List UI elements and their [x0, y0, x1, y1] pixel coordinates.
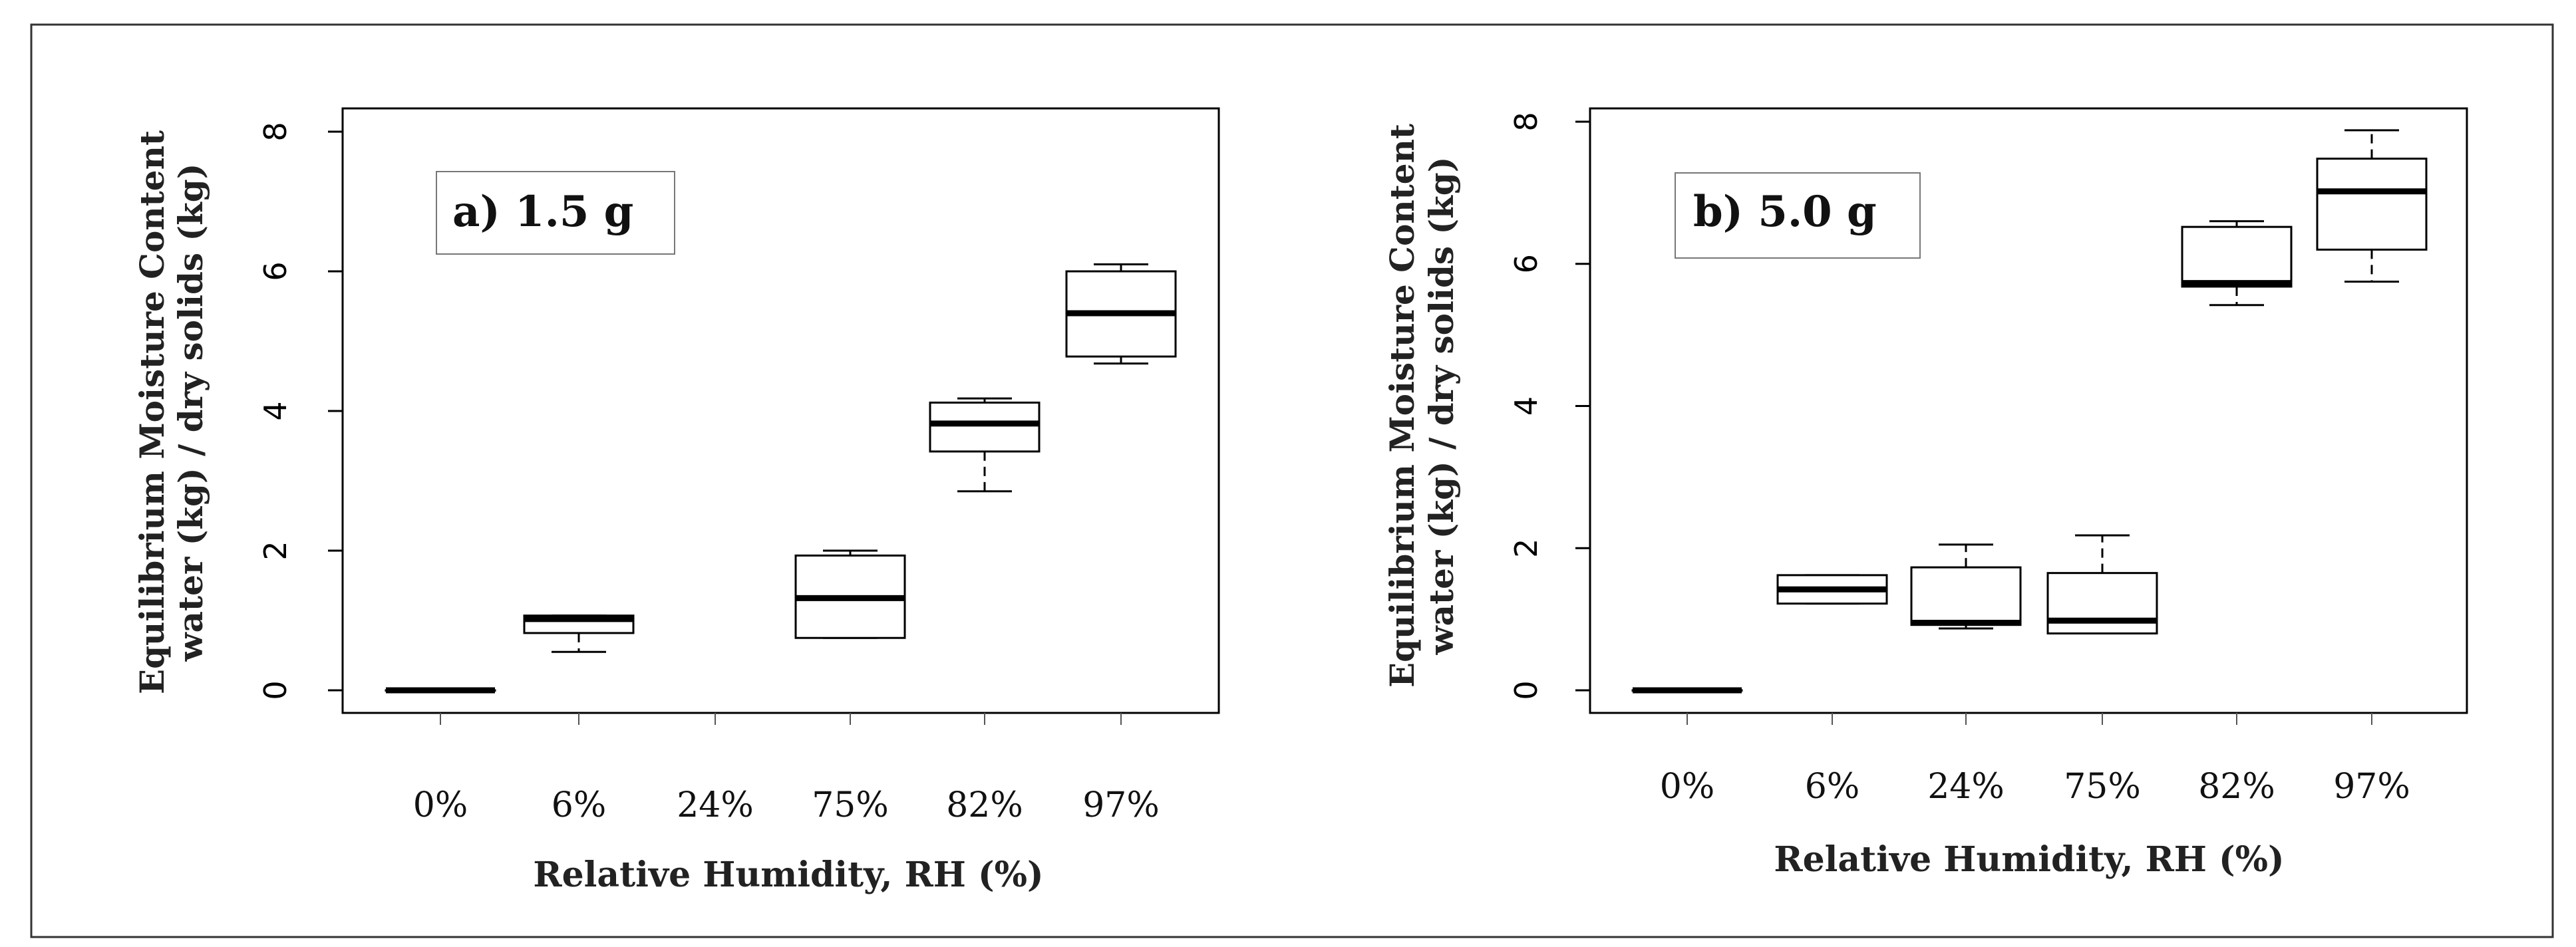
panel-label-box	[436, 171, 675, 255]
x-category-label: 82%	[2198, 767, 2275, 807]
y-tick-label: 8	[257, 122, 293, 141]
x-category-label: 75%	[812, 785, 889, 825]
figure-border	[30, 23, 2554, 938]
y-tick-label: 0	[257, 680, 293, 700]
plot-frame	[1589, 107, 2468, 714]
panel-label: a) 1.5 g	[452, 187, 633, 237]
box-body	[2181, 225, 2293, 288]
x-category-label: 97%	[2333, 767, 2410, 807]
x-category-label: 6%	[1805, 767, 1860, 807]
panel-b: 0 2 4 6 8 0% 6% 24% 75% 82% 97% b) 5.0 g Equilibrium…	[1382, 107, 2468, 880]
y-tick-label: 4	[257, 401, 293, 420]
box-75pct	[2046, 534, 2158, 634]
y-tick-label: 2	[1508, 539, 1544, 558]
panel-a: 0 2 4 6 8 0% 6% 24% 75% 82% 97% a) 1.5 g Equilibrium…	[132, 107, 1220, 895]
panel-label: b) 5.0 g	[1693, 187, 1877, 237]
x-category-label: 24%	[1927, 767, 2005, 807]
x-category-label: 24%	[677, 785, 754, 825]
y-tick-label: 0	[1508, 680, 1544, 700]
box-24pct	[1910, 543, 2022, 630]
box-75pct	[794, 549, 906, 639]
y-axis-title-line1: Equilibrium Moisture Content	[132, 130, 172, 694]
y-tick-label: 8	[1508, 112, 1544, 131]
x-category-label: 97%	[1082, 785, 1160, 825]
box-0pct	[385, 687, 496, 694]
x-axis-title: Relative Humidity, RH (%)	[1774, 839, 2284, 880]
x-category-label: 6%	[552, 785, 607, 825]
x-category-label: 75%	[2064, 767, 2141, 807]
box-body	[929, 401, 1041, 453]
y-tick-label: 2	[257, 541, 293, 560]
y-axis-title-line1: Equilibrium Moisture Content	[1382, 124, 1422, 688]
box-body	[2316, 158, 2428, 251]
box-82pct	[2181, 220, 2293, 307]
y-tick-label: 4	[1508, 396, 1544, 416]
y-tick-label: 6	[257, 261, 293, 281]
panel-label-box	[1675, 172, 1921, 259]
box-6pct	[1776, 574, 1888, 605]
x-category-label: 0%	[1660, 767, 1715, 807]
x-axis-title: Relative Humidity, RH (%)	[533, 855, 1043, 895]
x-category-label: 82%	[946, 785, 1023, 825]
y-axis-title-line2: water (kg) / dry solids (kg)	[1422, 157, 1461, 656]
box-97pct	[2316, 129, 2428, 283]
box-6pct	[523, 614, 635, 653]
box-body	[2046, 572, 2158, 634]
y-tick-label: 6	[1508, 254, 1544, 273]
box-97pct	[1065, 263, 1177, 365]
box-82pct	[929, 397, 1041, 493]
box-0pct	[1631, 687, 1743, 694]
x-category-label: 0%	[413, 785, 468, 825]
box-body	[1910, 566, 2022, 626]
y-axis-title-line2: water (kg) / dry solids (kg)	[171, 164, 210, 662]
